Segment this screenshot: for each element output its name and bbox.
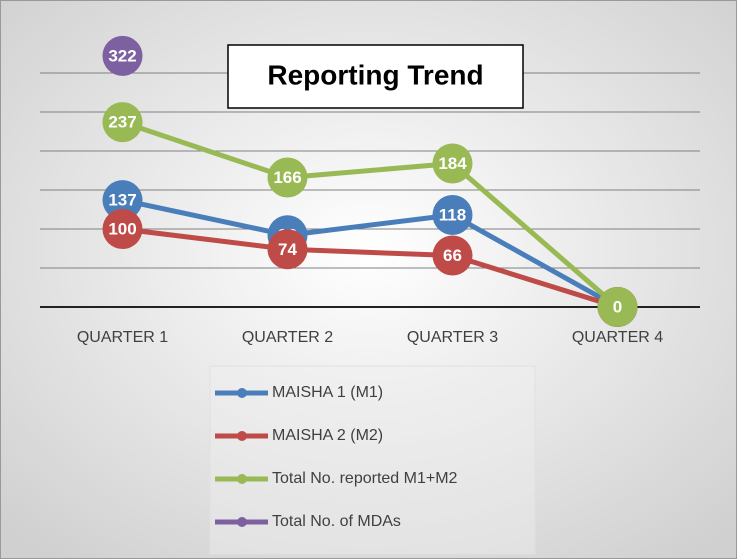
data-marker: [432, 143, 473, 184]
legend-marker: [237, 517, 247, 527]
legend-marker: [237, 431, 247, 441]
legend-label: Total No. of MDAs: [272, 513, 401, 530]
legend-marker: [237, 474, 247, 484]
data-marker: [102, 209, 143, 249]
data-marker: [102, 102, 143, 143]
x-tick-label: QUARTER 3: [407, 329, 498, 346]
data-marker: [267, 229, 308, 270]
legend-label: MAISHA 2 (M2): [272, 427, 383, 444]
legend-marker: [237, 388, 247, 398]
series-line: [121, 197, 619, 310]
x-tick-label: QUARTER 2: [242, 329, 333, 346]
series-line: [122, 226, 619, 310]
data-label: 118: [439, 205, 466, 224]
data-label: 66: [443, 246, 462, 265]
legend-label: Total No. reported M1+M2: [272, 470, 458, 487]
data-label: 237: [108, 113, 136, 132]
data-marker: [102, 180, 143, 221]
legend-label: MAISHA 1 (M1): [272, 384, 383, 401]
data-marker: [432, 194, 473, 235]
legend: MAISHA 1 (M1) MAISHA 2 (M2) Total No. repo…: [215, 384, 458, 530]
data-marker: [267, 157, 308, 198]
data-label: 166: [273, 168, 301, 187]
chart-title: Reporting Trend: [267, 59, 483, 90]
data-label: 74: [278, 240, 297, 259]
data-marker: [432, 235, 473, 276]
series-line: [121, 119, 620, 309]
title-box: [227, 44, 524, 109]
data-label: 100: [108, 219, 136, 238]
x-tick-label: QUARTER 1: [77, 329, 168, 346]
data-marker: [102, 35, 143, 76]
data-label: 322: [108, 46, 136, 65]
data-marker: [597, 287, 638, 327]
data-label: 184: [438, 154, 467, 173]
data-label: 137: [108, 191, 136, 210]
x-tick-label: QUARTER 4: [572, 329, 663, 346]
data-label: 0: [613, 297, 622, 316]
